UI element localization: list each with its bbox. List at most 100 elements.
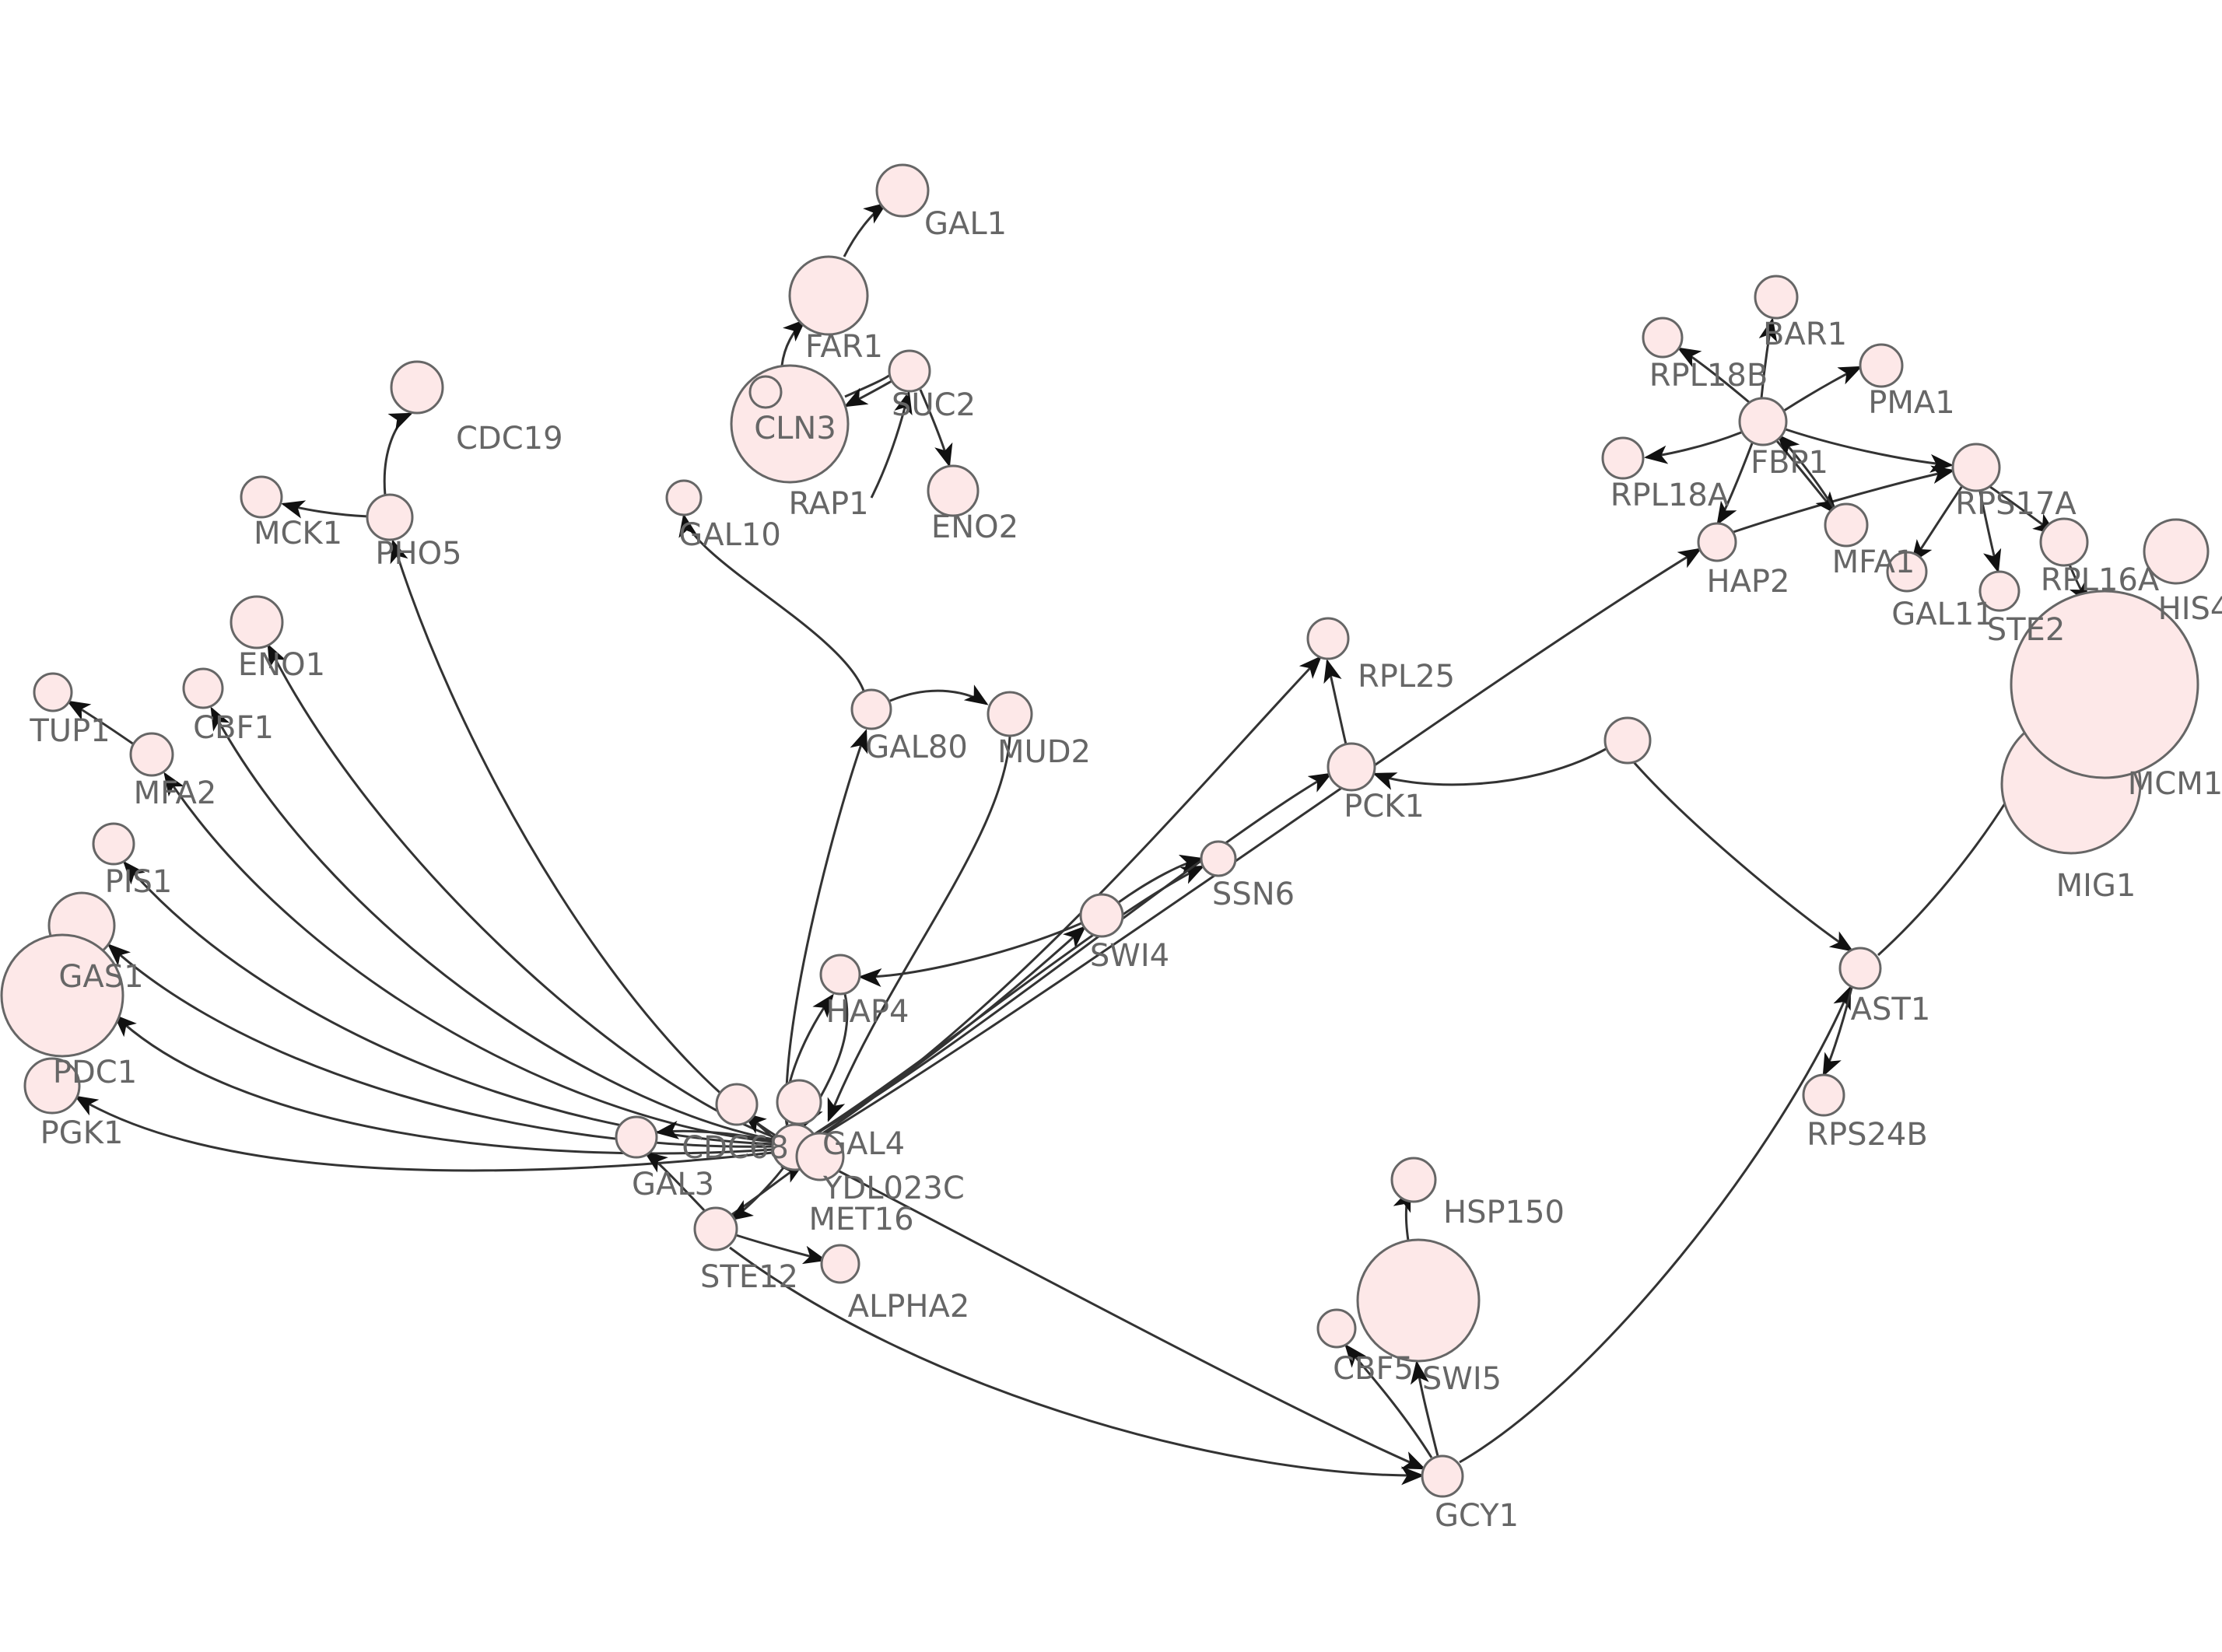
node-n_cln3_inner[interactable]	[748, 375, 783, 409]
node-label-rap1: RAP1	[788, 486, 868, 522]
edge-suc2-to-eno2	[919, 389, 953, 467]
edge-gal80-to-mud2	[889, 684, 989, 705]
edge-node_pk-to-pck1	[1372, 747, 1607, 790]
edge-fbp1-to-pma1	[1783, 366, 1863, 412]
node-label-his4: HIS4	[2158, 591, 2222, 627]
node-hap4[interactable]	[819, 954, 861, 996]
node-label-gal11: GAL11	[1891, 597, 1994, 632]
node-swi4[interactable]	[1079, 893, 1124, 938]
edge-ste12-to-ydl023c	[731, 1162, 805, 1216]
edge-ste12-to-gal3	[643, 1151, 706, 1212]
edge-gal4-to-pho5	[390, 539, 776, 1137]
node-pho5[interactable]	[366, 493, 414, 541]
edge-mfa2-to-tup1	[66, 700, 135, 746]
edge-gcy1-to-swi5	[1410, 1360, 1439, 1457]
edge-fbp1-to-rps17a	[1785, 428, 1954, 473]
node-rpl16a[interactable]	[2039, 517, 2089, 567]
node-eno1[interactable]	[230, 595, 284, 649]
node-mfa2[interactable]	[129, 732, 174, 777]
node-rps24b[interactable]	[1802, 1073, 1845, 1117]
node-mfa1[interactable]	[1824, 502, 1869, 548]
node-gcy1[interactable]	[1421, 1454, 1464, 1498]
node-label-suc2: SUC2	[892, 387, 976, 423]
edge-pho5-to-mck1	[281, 500, 369, 519]
node-ast1[interactable]	[1838, 947, 1882, 990]
node-label-ste2: STE2	[1987, 612, 2066, 648]
node-ydl023c[interactable]	[795, 1132, 845, 1181]
node-label-mfa1: MFA1	[1832, 544, 1915, 580]
edge-gal4-to-swi4	[812, 925, 1087, 1137]
node-gal10[interactable]	[665, 479, 703, 516]
node-layer	[0, 163, 2210, 1498]
node-label-rpl16a: RPL16A	[2041, 562, 2160, 598]
edge-layer	[66, 202, 2090, 1486]
node-label-gal1: GAL1	[924, 206, 1007, 242]
edge-gal4-to-gcy1	[815, 1157, 1426, 1470]
edge-gal4-to-hap2	[816, 548, 1702, 1140]
node-label-mck1: MCK1	[254, 516, 342, 551]
edge-fbp1-to-rpl18a	[1644, 431, 1742, 464]
node-label-mig1: MIG1	[2056, 868, 2136, 904]
node-n_above_gal4[interactable]	[776, 1079, 822, 1125]
node-alpha2[interactable]	[820, 1244, 860, 1284]
node-label-cbf1: CBF1	[193, 710, 274, 746]
node-rps17a[interactable]	[1951, 443, 2001, 492]
node-pdc1[interactable]	[0, 933, 124, 1058]
node-label-rpl18a: RPL18A	[1610, 478, 1730, 513]
node-cbf5[interactable]	[1316, 1308, 1357, 1349]
node-hap2[interactable]	[1697, 522, 1737, 562]
node-far1[interactable]	[788, 255, 869, 336]
node-gal11[interactable]	[1886, 551, 1928, 593]
node-mud2[interactable]	[987, 691, 1033, 737]
node-fbp1[interactable]	[1738, 397, 1788, 446]
node-node_pk[interactable]	[1603, 716, 1652, 765]
node-cbf1[interactable]	[182, 667, 224, 709]
node-swi5[interactable]	[1356, 1238, 1481, 1363]
node-cdc19[interactable]	[390, 360, 444, 415]
node-mck1[interactable]	[240, 475, 283, 519]
node-label-hap4: HAP4	[825, 994, 909, 1030]
node-label-pgk1: PGK1	[40, 1115, 124, 1151]
node-label-cdc68: CDC68	[682, 1130, 789, 1166]
node-gal80[interactable]	[850, 688, 892, 730]
node-label-pma1: PMA1	[1868, 385, 1954, 421]
edge-gal4-to-mfa2	[163, 772, 773, 1143]
node-label-swi4: SWI4	[1090, 938, 1169, 974]
node-suc2[interactable]	[888, 349, 931, 393]
edge-ste12-to-gcy1	[729, 1246, 1425, 1486]
node-pck1[interactable]	[1327, 742, 1376, 792]
edge-pck1-to-rpl25	[1323, 659, 1348, 745]
edge-gal80-to-gal10	[678, 513, 865, 691]
edge-node_pk-to-ast1	[1632, 761, 1854, 952]
node-ste12[interactable]	[693, 1206, 738, 1251]
node-cdc68[interactable]	[715, 1083, 759, 1126]
edge-ast1-to-rps24b	[1822, 987, 1853, 1077]
node-rpl25[interactable]	[1306, 617, 1350, 660]
node-tup1[interactable]	[33, 672, 73, 712]
node-hsp150[interactable]	[1390, 1157, 1437, 1203]
node-pis1[interactable]	[92, 822, 135, 866]
node-his4[interactable]	[2143, 518, 2210, 585]
node-label-gal10: GAL10	[678, 517, 781, 553]
node-label-pho5: PHO5	[375, 536, 461, 572]
node-ssn6[interactable]	[1200, 840, 1237, 877]
node-bar1[interactable]	[1754, 275, 1799, 320]
node-gal1[interactable]	[875, 163, 930, 218]
node-gal3[interactable]	[615, 1115, 658, 1159]
node-eno2[interactable]	[927, 464, 980, 517]
edge-swi4-to-hap4	[858, 922, 1082, 987]
node-label-rpl18b: RPL18B	[1649, 358, 1768, 394]
edge-gal4-to-eno1	[267, 643, 775, 1139]
edge-rps17a-to-ste2	[1978, 491, 2002, 573]
edge-swi4-to-ssn6	[1118, 854, 1204, 904]
node-label-swi5: SWI5	[1422, 1361, 1502, 1397]
edge-gal4-to-gas1	[107, 943, 773, 1148]
node-rpl18b[interactable]	[1642, 317, 1684, 359]
node-pma1[interactable]	[1859, 343, 1904, 388]
node-pgk1[interactable]	[23, 1057, 81, 1115]
node-label-cdc19: CDC19	[456, 421, 563, 457]
node-ste2[interactable]	[1978, 570, 2020, 612]
node-rpl18a[interactable]	[1601, 436, 1645, 480]
node-mcm1[interactable]	[2010, 590, 2199, 779]
node-label-mud2: MUD2	[997, 734, 1091, 770]
